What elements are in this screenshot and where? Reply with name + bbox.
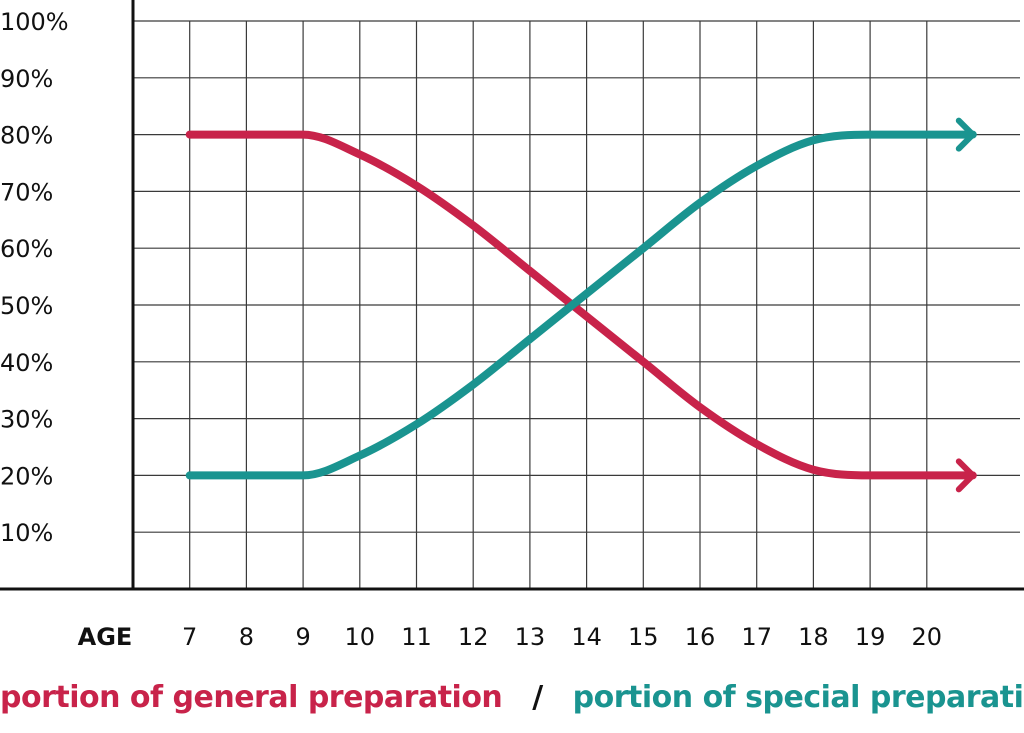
x-tick-18: 18	[798, 623, 829, 651]
x-tick-19: 19	[855, 623, 886, 651]
y-tick-80: 80%	[0, 122, 53, 150]
y-tick-10: 10%	[0, 519, 53, 547]
x-tick-17: 17	[741, 623, 772, 651]
x-tick-9: 9	[295, 623, 310, 651]
x-tick-7: 7	[182, 623, 197, 651]
series-arrow-1	[955, 117, 976, 152]
y-tick-30: 30%	[0, 406, 53, 434]
axes	[0, 0, 1024, 591]
x-tick-13: 13	[515, 623, 546, 651]
series-line-0	[185, 130, 977, 480]
x-tick-8: 8	[239, 623, 254, 651]
x-tick-labels: 7 8 9 10 11 12 13 14 15 16 17 18 19 20	[182, 623, 942, 651]
y-tick-20: 20%	[0, 462, 53, 490]
series-lines	[185, 117, 977, 493]
x-axis-label: AGE	[78, 623, 133, 651]
y-tick-60: 60%	[0, 235, 53, 263]
y-tick-labels: 10% 20% 30% 40% 50% 60% 70% 80% 90% 100%	[0, 8, 69, 547]
y-tick-50: 50%	[0, 292, 53, 320]
y-tick-90: 90%	[0, 65, 53, 93]
x-tick-12: 12	[458, 623, 489, 651]
y-tick-100: 100%	[0, 8, 69, 36]
y-tick-40: 40%	[0, 349, 53, 377]
series-arrow-0	[955, 458, 976, 493]
x-tick-15: 15	[628, 623, 659, 651]
legend: portion of general preparation / portion…	[0, 680, 1024, 730]
legend-separator: /	[532, 680, 543, 715]
x-tick-16: 16	[685, 623, 716, 651]
x-tick-14: 14	[571, 623, 602, 651]
y-tick-70: 70%	[0, 178, 53, 206]
series-line-1	[185, 130, 977, 480]
x-tick-11: 11	[401, 623, 432, 651]
legend-special-preparation: portion of special preparation	[572, 680, 1024, 715]
x-tick-10: 10	[345, 623, 376, 651]
legend-general-preparation: portion of general preparation	[0, 680, 503, 715]
x-tick-20: 20	[912, 623, 943, 651]
